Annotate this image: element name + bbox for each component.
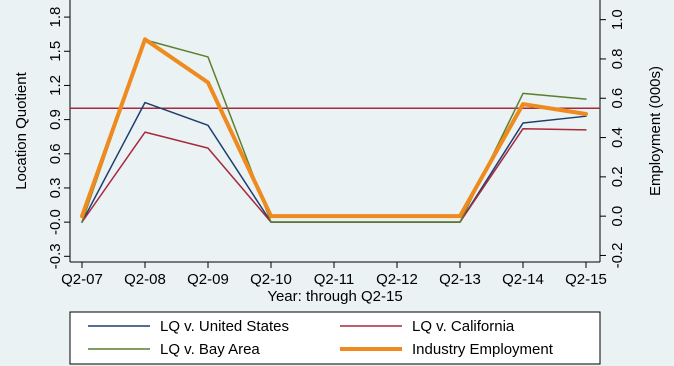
- right-tick-label: 0.0: [609, 206, 626, 227]
- legend-box: [69, 311, 601, 365]
- left-axis-ticks: -0.3 -0.0 0.3 0.6 0.9 1.2 1.5 1.8: [47, 7, 70, 269]
- left-tick-label: 0.6: [47, 143, 64, 164]
- left-tick-label: 1.8: [47, 7, 64, 28]
- left-tick-label: 1.5: [47, 41, 64, 62]
- legend-label-lq-v-united-states: LQ v. United States: [160, 318, 289, 335]
- series-line-lq-v-bay-area: [81, 39, 587, 223]
- x-axis-title: Year: through Q2-15: [267, 288, 402, 305]
- legend: LQ v. United States LQ v. California LQ v.…: [69, 311, 601, 365]
- y-axis-title: Location Quotient: [13, 71, 30, 189]
- right-tick-label: 0.8: [609, 49, 626, 70]
- legend-label-lq-v-bay-area: LQ v. Bay Area: [160, 341, 260, 358]
- x-tick-label: Q2-15: [565, 271, 607, 288]
- left-tick-label: 1.2: [47, 75, 64, 96]
- left-tick-label: -0.3: [47, 243, 64, 269]
- legend-label-lq-v-california: LQ v. California: [412, 318, 515, 335]
- right-axis-ticks: -0.2 0.0 0.2 0.4 0.6 0.8 1.0: [600, 9, 626, 268]
- x-axis-ticks: Q2-07 Q2-08 Q2-09 Q2-10 Q2-11 Q2-12 Q2-13 Q2-14…: [61, 262, 607, 288]
- x-tick-label: Q2-09: [187, 271, 229, 288]
- x-tick-label: Q2-12: [376, 271, 418, 288]
- right-tick-label: 1.0: [609, 9, 626, 30]
- legend-label-industry-employment: Industry Employment: [412, 341, 554, 358]
- x-tick-label: Q2-11: [314, 271, 355, 288]
- x-tick-label: Q2-10: [250, 271, 292, 288]
- right-tick-label: -0.2: [609, 243, 626, 269]
- x-tick-label: Q2-07: [61, 271, 103, 288]
- left-tick-label: -0.0: [47, 209, 64, 235]
- right-tick-label: 0.4: [609, 127, 626, 148]
- x-tick-label: Q2-13: [439, 271, 481, 288]
- x-tick-label: Q2-14: [502, 271, 544, 288]
- right-tick-label: 0.6: [609, 88, 626, 109]
- y2-axis-title: Employment (000s): [647, 66, 664, 196]
- left-tick-label: 0.9: [47, 109, 64, 130]
- left-tick-label: 0.3: [47, 178, 64, 199]
- series-line-industry-employment: [80, 37, 588, 219]
- legend-items: LQ v. United States LQ v. California LQ v.…: [88, 318, 554, 358]
- series-group: [80, 37, 588, 223]
- x-tick-label: Q2-08: [124, 271, 166, 288]
- right-tick-label: 0.2: [609, 166, 626, 187]
